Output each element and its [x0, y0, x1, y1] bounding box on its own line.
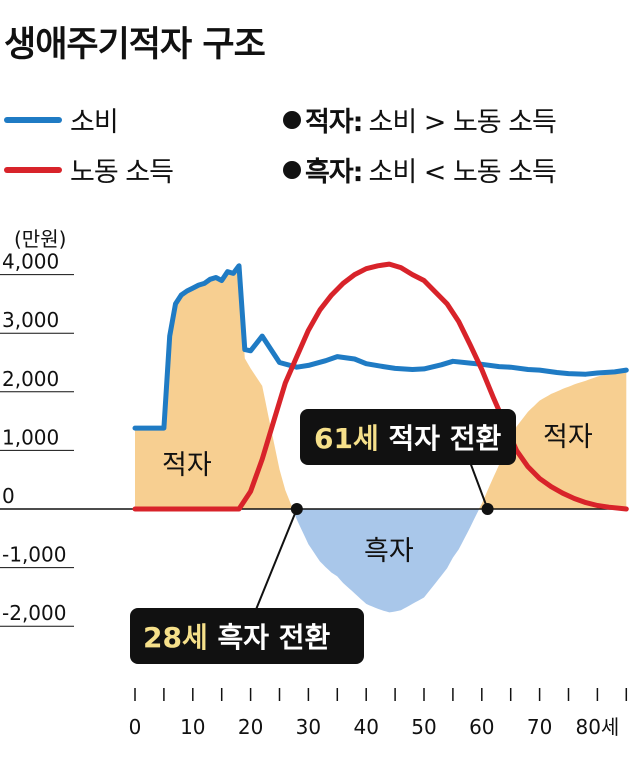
x-tick-label: 50 — [411, 715, 436, 739]
y-tick-label: 2,000 — [2, 367, 59, 391]
callout-28-label: 흑자 전환 — [208, 621, 331, 654]
y-tick-label: -1,000 — [2, 543, 66, 567]
callout-61: 61세 적자 전환 — [300, 409, 516, 465]
y-tick-label: 4,000 — [2, 250, 59, 274]
x-tick-label: 10 — [180, 715, 205, 739]
x-tick-label: 60 — [469, 715, 494, 739]
legend-surplus-desc: 소비 < 노동 소득 — [368, 157, 556, 188]
callout-28-text: 28세 흑자 전환 — [143, 621, 331, 654]
surplus-area — [135, 509, 627, 613]
crossing-28-dot — [290, 503, 303, 515]
y-tick-label: 3,000 — [2, 308, 59, 332]
x-tick-label: 0 — [129, 715, 142, 739]
legend-item-deficit: 적자: 소비 > 노동 소득 — [283, 100, 557, 139]
deficit-area — [135, 265, 627, 509]
x-tick-label: 30 — [296, 715, 321, 739]
legend-item-labor-income: 노동 소득 — [4, 150, 174, 189]
callout-28-box — [130, 608, 364, 664]
callout-61-box — [300, 409, 516, 465]
x-tick-label: 70 — [527, 715, 552, 739]
x-tick-label: 40 — [353, 715, 378, 739]
y-axis-unit-label: (만원) — [14, 227, 66, 251]
y-gridlines — [0, 274, 628, 627]
legend-label-labor-income: 노동 소득 — [70, 157, 174, 188]
x-tick-label: 20 — [238, 715, 263, 739]
surplus-label: 흑자 — [364, 536, 414, 567]
y-tick-labels: 4,000 3,000 2,000 1,000 0 -1,000 -2,000 — [2, 250, 66, 626]
callout-28: 28세 흑자 전환 — [130, 608, 364, 664]
area-fills — [135, 265, 627, 613]
x-axis: 0 10 20 30 40 50 60 70 80세 — [129, 688, 628, 739]
legend-deficit-term: 적자: — [305, 107, 363, 138]
deficit-dot-icon — [283, 110, 301, 129]
callout-61-text: 61세 적자 전환 — [314, 422, 502, 455]
consumption-line-swatch — [4, 116, 62, 123]
legend-item-surplus: 흑자: 소비 < 노동 소득 — [283, 150, 557, 189]
consumption-line — [132, 263, 629, 431]
deficit-old-label: 적자 — [543, 422, 593, 453]
labor-income-line-swatch — [4, 166, 62, 173]
y-tick-label: -2,000 — [2, 601, 66, 625]
surplus-dot-icon — [283, 160, 301, 179]
callout-61-age: 61세 — [314, 422, 379, 455]
legend-surplus-term: 흑자: — [305, 157, 363, 188]
y-tick-label: 1,000 — [2, 425, 59, 449]
series-lines — [132, 261, 629, 512]
y-tick-label: 0 — [2, 484, 15, 508]
crossing-pointers — [254, 461, 494, 613]
legend-label-consumption: 소비 — [70, 107, 119, 138]
chart-title: 생애주기적자 구조 — [4, 25, 266, 65]
crossing-61-dot — [481, 503, 494, 515]
legend-item-consumption: 소비 — [4, 100, 119, 139]
legend-deficit-desc: 소비 > 노동 소득 — [368, 107, 556, 138]
labor-income-line — [132, 261, 629, 512]
callout-28-age: 28세 — [143, 621, 208, 654]
callout-61-label: 적자 전환 — [379, 422, 502, 455]
deficit-young-label: 적자 — [162, 450, 212, 481]
pointer-28-line — [254, 508, 298, 613]
pointer-61-line — [469, 461, 489, 510]
x-tick-label: 80세 — [575, 715, 619, 739]
